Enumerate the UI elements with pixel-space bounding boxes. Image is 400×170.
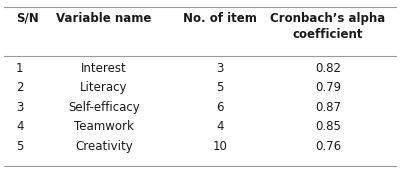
- Text: 10: 10: [212, 140, 228, 153]
- Text: Literacy: Literacy: [80, 81, 128, 94]
- Text: Creativity: Creativity: [75, 140, 133, 153]
- Text: 3: 3: [16, 101, 23, 114]
- Text: No. of item: No. of item: [183, 12, 257, 25]
- Text: 0.82: 0.82: [315, 62, 341, 74]
- Text: 4: 4: [216, 120, 224, 133]
- Text: 0.85: 0.85: [315, 120, 341, 133]
- Text: S/N: S/N: [16, 12, 39, 25]
- Text: 0.79: 0.79: [315, 81, 341, 94]
- Text: 2: 2: [16, 81, 24, 94]
- Text: 1: 1: [16, 62, 24, 74]
- Text: Variable name: Variable name: [56, 12, 152, 25]
- Text: 5: 5: [216, 81, 224, 94]
- Text: Self-efficacy: Self-efficacy: [68, 101, 140, 114]
- Text: Cronbach’s alpha
coefficient: Cronbach’s alpha coefficient: [270, 12, 386, 41]
- Text: 5: 5: [16, 140, 23, 153]
- Text: 3: 3: [216, 62, 224, 74]
- Text: Teamwork: Teamwork: [74, 120, 134, 133]
- Text: 0.87: 0.87: [315, 101, 341, 114]
- Text: 6: 6: [216, 101, 224, 114]
- Text: 0.76: 0.76: [315, 140, 341, 153]
- Text: 4: 4: [16, 120, 24, 133]
- Text: Interest: Interest: [81, 62, 127, 74]
